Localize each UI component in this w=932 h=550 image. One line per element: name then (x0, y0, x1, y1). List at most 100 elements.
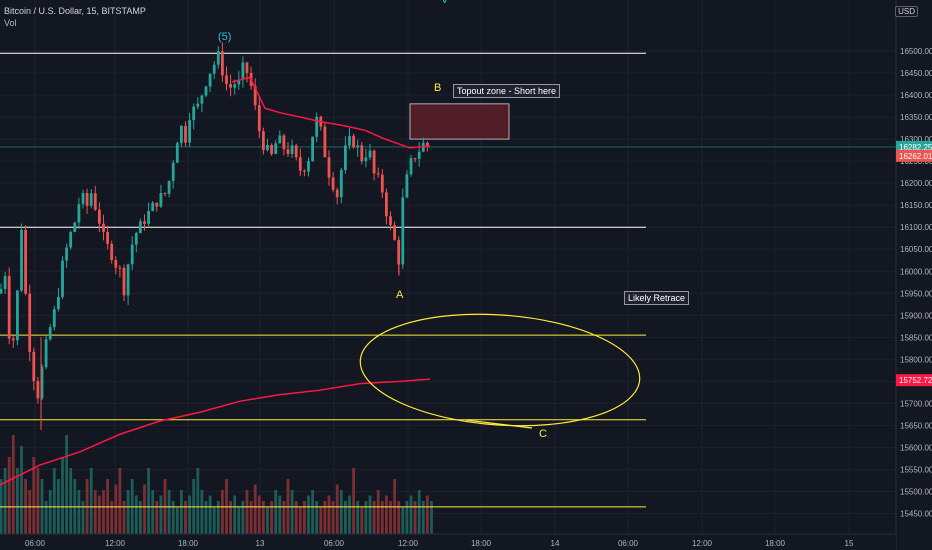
candle-body (221, 51, 224, 76)
candle-body (335, 189, 339, 198)
volume-bar (44, 501, 48, 534)
candle-body (413, 158, 417, 160)
volume-bar (376, 490, 380, 534)
volume-bar (364, 501, 368, 534)
volume-bar (298, 506, 302, 534)
candle-body (360, 145, 364, 162)
time-tick-label: 13 (256, 539, 265, 548)
candle-body (28, 293, 32, 352)
time-tick-label: 06:00 (25, 539, 46, 548)
volume-bar (114, 484, 118, 534)
price-tick-label: 15550.00 (900, 465, 932, 474)
volume-bar (204, 501, 208, 534)
candle-body (323, 126, 327, 158)
candle-body (225, 75, 228, 85)
volume-bar (3, 468, 7, 534)
price-tick-label: 16150.00 (900, 201, 932, 210)
likely-retrace-label[interactable]: Likely Retrace (624, 291, 690, 305)
volume-bar (229, 501, 232, 534)
candle-body (257, 105, 261, 132)
price-tag-box (896, 149, 932, 162)
candle-body (61, 260, 64, 297)
candle-body (143, 221, 146, 224)
price-tag-box (896, 374, 932, 387)
currency-tag[interactable]: USD (895, 6, 918, 17)
chart-legend: Bitcoin / U.S. Dollar, 15, BITSTAMP Vol (4, 5, 146, 29)
volume-bar (36, 468, 40, 534)
volume-bar (233, 495, 237, 534)
candle-body (155, 202, 159, 207)
volume-bar (278, 495, 282, 534)
candle-body (294, 145, 298, 158)
candle-body (212, 64, 216, 74)
volume-bar (405, 501, 409, 534)
volume-bar (175, 506, 179, 534)
candle-body (298, 157, 302, 171)
candle-body (344, 145, 347, 170)
candle-body (327, 157, 331, 178)
volume-bar (151, 490, 155, 534)
volume-bar (266, 506, 269, 534)
volume-bar (167, 490, 171, 534)
candle-body (204, 86, 208, 96)
candle-body (368, 150, 372, 158)
time-tick-label: 06:00 (324, 539, 345, 548)
moving-average-line (231, 76, 431, 149)
candle-body (175, 143, 179, 163)
volume-bar (385, 495, 388, 534)
candle-body (65, 247, 68, 261)
candle-body (98, 209, 101, 224)
price-tick-label: 15850.00 (900, 333, 932, 342)
topout-zone[interactable] (409, 103, 510, 140)
time-tick-label: 12:00 (692, 539, 713, 548)
volume-bar (77, 490, 81, 534)
wave-5-label: (5) (218, 31, 232, 43)
volume-bar (335, 484, 339, 534)
candle-body (356, 145, 360, 148)
volume-bar (126, 490, 130, 534)
retrace-ellipse[interactable] (357, 305, 644, 434)
price-tick-label: 15600.00 (900, 443, 932, 452)
volume-bar (122, 501, 126, 534)
candle-body (77, 204, 81, 223)
candle-body (184, 125, 187, 143)
volume-bar (65, 435, 68, 534)
candle-body (196, 103, 200, 107)
candle-body (147, 210, 150, 224)
candle-body (106, 232, 109, 244)
candle-body (278, 135, 282, 144)
candle-body (122, 267, 126, 296)
volume-bar (327, 495, 331, 534)
volume-bar (237, 506, 241, 534)
price-tag-label: 16282.25 (899, 143, 932, 152)
price-tick-label: 16350.00 (900, 113, 932, 122)
volume-bar (20, 446, 23, 534)
time-tick-label: 12:00 (105, 539, 126, 548)
candle-body (262, 131, 265, 151)
volume-bar (380, 501, 384, 534)
price-axis-bg (896, 0, 932, 550)
volume-bar (430, 501, 433, 534)
candle-body (290, 145, 294, 155)
volume-bar (339, 490, 343, 534)
candle-body (372, 150, 376, 174)
volume-bar (118, 468, 122, 534)
price-tick-label: 15500.00 (900, 488, 932, 497)
candle-body (380, 174, 384, 193)
volume-bar (368, 495, 372, 534)
volume-bar (110, 501, 114, 534)
volume-bar (61, 457, 64, 534)
candle-body (389, 216, 392, 226)
volume-bar (311, 490, 314, 534)
candle-body (110, 243, 114, 261)
candle-body (315, 116, 319, 137)
candle-body (73, 222, 77, 232)
candle-body (93, 193, 97, 210)
topout-zone-label[interactable]: Topout zone - Short here (453, 84, 561, 98)
candle-body (52, 309, 56, 328)
volume-bar (323, 501, 327, 534)
volume-bar (315, 501, 319, 534)
grid (0, 0, 896, 534)
